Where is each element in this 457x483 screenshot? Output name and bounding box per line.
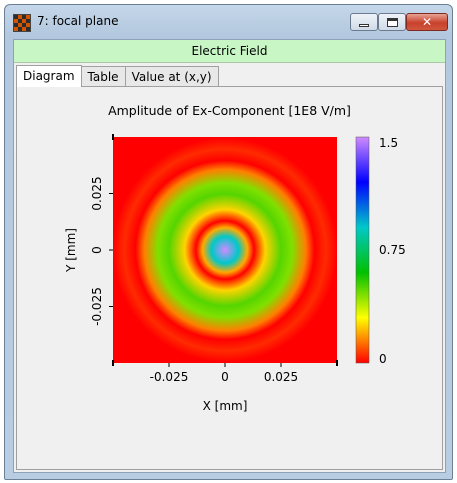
tab-table[interactable]: Table xyxy=(80,66,126,87)
minimize-button[interactable] xyxy=(350,13,378,31)
heatmap-chart: -0.025 0 0.025 0.025 0 -0.025 X [mm] Y [mm] 1… xyxy=(64,134,406,413)
colorbar-tick-label: 0.75 xyxy=(379,243,406,257)
x-tick-label: -0.025 xyxy=(150,370,189,384)
tab-strip: Diagram Table Value at (x,y) xyxy=(16,65,219,87)
colorbar-tick-label: 1.5 xyxy=(379,136,398,150)
colorbar xyxy=(355,136,370,364)
tab-value-at[interactable]: Value at (x,y) xyxy=(124,66,219,87)
x-axis-label: X [mm] xyxy=(203,399,248,413)
app-icon xyxy=(13,14,31,32)
maximize-button[interactable] xyxy=(378,13,406,31)
colorbar-ticks: 1.5 0.75 0 xyxy=(379,136,406,366)
y-tick-label: 0.025 xyxy=(90,176,104,210)
field-intensity-rings xyxy=(113,138,337,362)
minimize-icon xyxy=(359,23,369,27)
y-axis-label: Y [mm] xyxy=(64,228,78,273)
y-tick-label: -0.025 xyxy=(90,287,104,326)
app-window: 7: focal plane ✕ Electric Field Diagram … xyxy=(4,4,453,480)
axes: -0.025 0 0.025 0.025 0 -0.025 xyxy=(90,134,338,384)
client-area: Electric Field Diagram Table Value at (x… xyxy=(13,39,446,473)
x-tick-label: 0 xyxy=(221,370,229,384)
colorbar-tick-label: 0 xyxy=(379,352,387,366)
window-title: 7: focal plane xyxy=(37,14,119,28)
banner-electric-field: Electric Field xyxy=(14,40,445,63)
tab-diagram[interactable]: Diagram xyxy=(16,65,82,87)
y-tick-label: 0 xyxy=(90,246,104,254)
x-tick-label: 0.025 xyxy=(264,370,298,384)
maximize-icon xyxy=(386,17,398,27)
diagram-panel: Amplitude of Ex-Component [1E8 V/m] -0.0… xyxy=(16,86,443,470)
chart-title: Amplitude of Ex-Component [1E8 V/m] xyxy=(108,103,351,118)
close-icon: ✕ xyxy=(421,15,433,29)
title-bar[interactable]: 7: focal plane ✕ xyxy=(5,5,452,39)
close-button[interactable]: ✕ xyxy=(406,13,448,31)
